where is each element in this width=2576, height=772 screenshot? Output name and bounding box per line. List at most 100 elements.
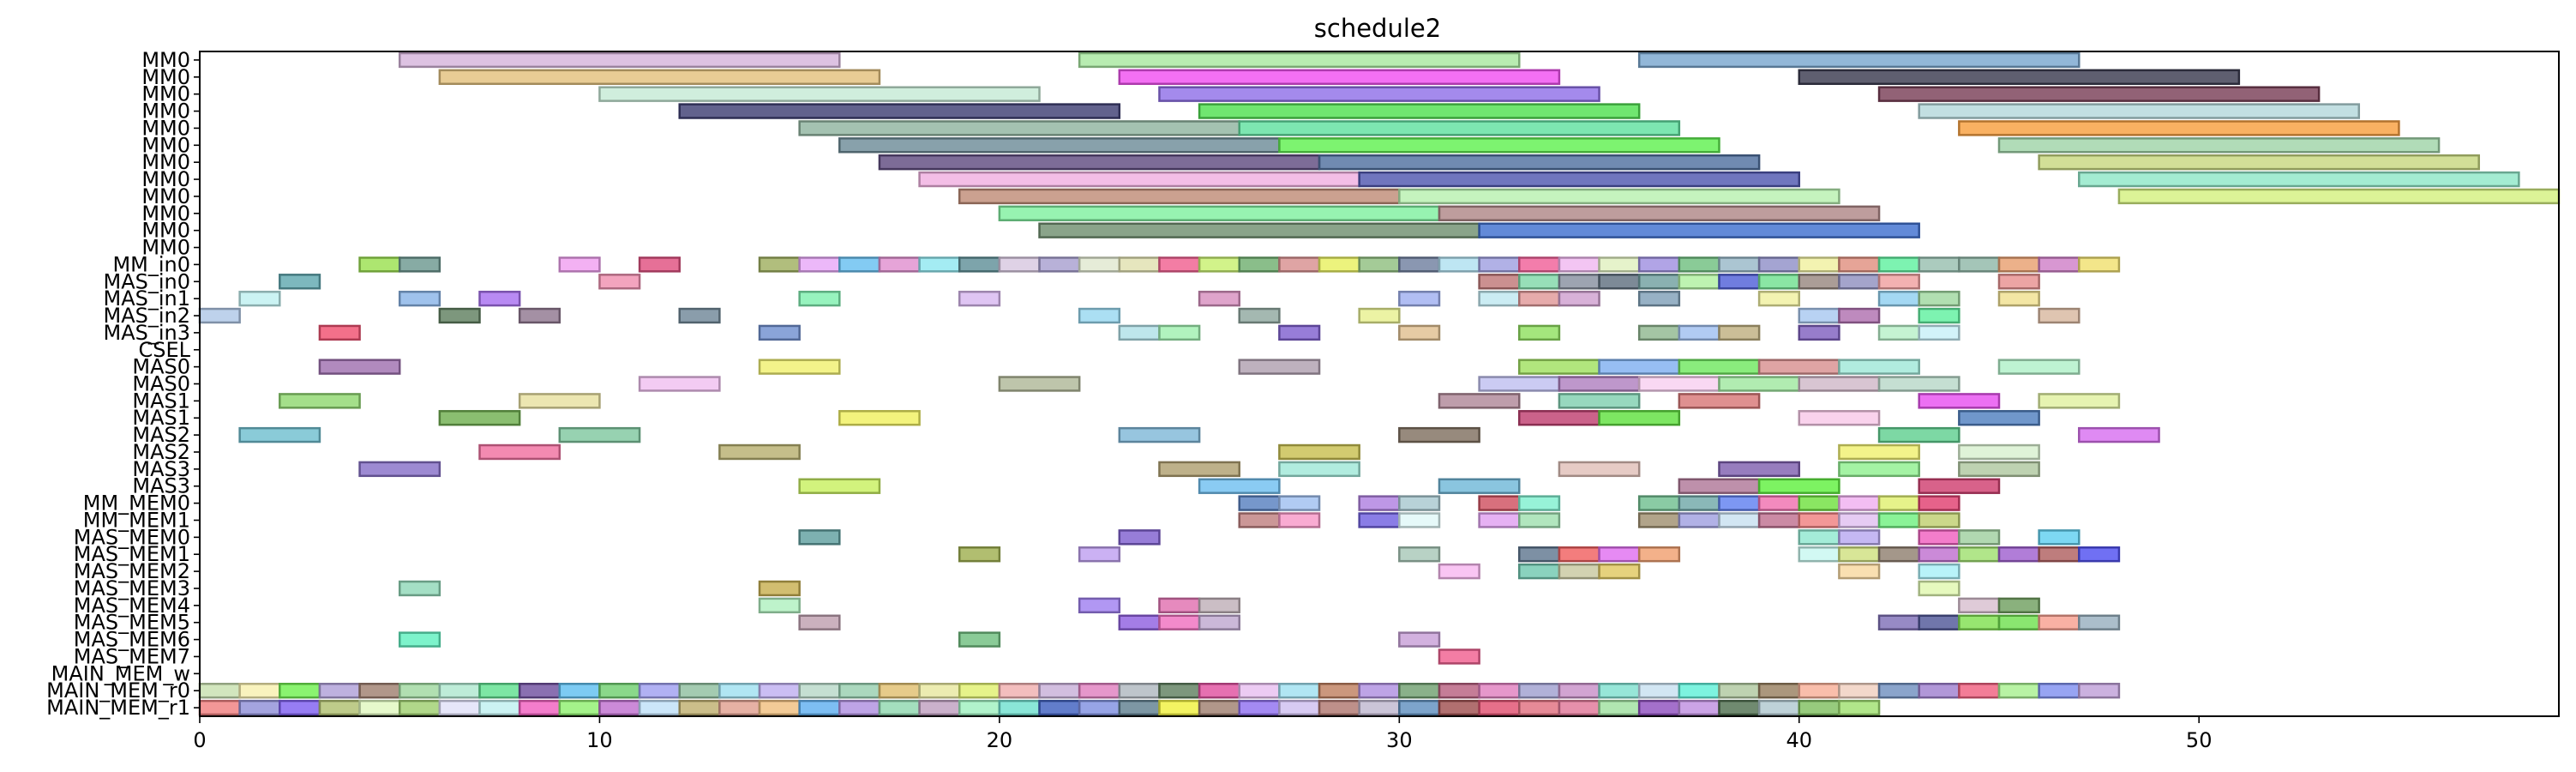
task-bar xyxy=(798,120,1240,136)
task-bar xyxy=(398,256,441,273)
task-bar xyxy=(1838,307,1881,324)
task-bar xyxy=(838,699,881,716)
task-bar xyxy=(1438,648,1480,665)
task-bar xyxy=(1398,256,1441,273)
task-bar xyxy=(1997,256,2040,273)
task-bar xyxy=(1518,274,1561,290)
task-bar xyxy=(1838,682,1881,699)
task-bar xyxy=(1278,256,1321,273)
plot-frame xyxy=(199,51,2560,717)
task-bar xyxy=(558,682,601,699)
task-bar xyxy=(1918,324,1961,341)
task-bar xyxy=(1877,376,1961,392)
task-bar xyxy=(1838,529,1881,546)
y-tick-label: MM0 xyxy=(141,184,190,208)
task-bar xyxy=(1118,682,1161,699)
task-bar xyxy=(1398,426,1480,443)
task-bar xyxy=(678,307,721,324)
task-bar xyxy=(1478,222,1920,238)
task-bar xyxy=(1637,699,1681,716)
task-bar xyxy=(1278,461,1360,478)
task-bar xyxy=(998,376,1081,392)
task-bar xyxy=(918,682,961,699)
task-bar xyxy=(1838,512,1881,528)
task-bar xyxy=(1598,699,1641,716)
task-bar xyxy=(1398,495,1441,511)
task-bar xyxy=(1478,699,1521,716)
task-bar xyxy=(318,682,361,699)
task-bar xyxy=(1877,546,1920,563)
task-bar xyxy=(1078,597,1121,614)
task-bar xyxy=(1798,324,1840,341)
task-bar xyxy=(1877,86,2321,102)
task-bar xyxy=(1038,222,1480,238)
task-bar xyxy=(1757,699,1801,716)
task-bar xyxy=(558,699,601,716)
x-tick-label: 30 xyxy=(1386,728,1413,752)
task-bar xyxy=(1558,699,1600,716)
y-tick-label: MM0 xyxy=(141,82,190,106)
task-bar xyxy=(1198,290,1240,307)
task-bar xyxy=(958,682,1001,699)
task-bar xyxy=(518,682,561,699)
task-bar xyxy=(1038,256,1081,273)
task-bar xyxy=(1997,274,2040,290)
y-tick-label: MAS_MEM7 xyxy=(74,644,190,668)
y-tick-label: MM0 xyxy=(141,100,190,124)
task-bar xyxy=(1918,393,2001,409)
task-bar xyxy=(958,290,1001,307)
task-bar xyxy=(1918,682,1961,699)
y-tick-label: MAS_in3 xyxy=(103,321,190,345)
task-bar xyxy=(1838,699,1881,716)
y-tick-label: MM0 xyxy=(141,219,190,243)
task-bar xyxy=(1757,512,1801,528)
task-bar xyxy=(1478,682,1521,699)
task-bar xyxy=(1918,478,2001,494)
task-bar xyxy=(1877,274,1920,290)
task-bar xyxy=(1518,359,1600,375)
task-bar xyxy=(758,580,801,597)
task-bar xyxy=(1718,682,1761,699)
task-bar xyxy=(1558,563,1600,580)
task-bar xyxy=(1318,256,1360,273)
task-bar xyxy=(1198,614,1240,630)
task-bar xyxy=(358,699,401,716)
task-bar xyxy=(1798,529,1840,546)
task-bar xyxy=(1637,290,1681,307)
task-bar xyxy=(1757,274,1801,290)
task-bar xyxy=(1958,682,2001,699)
task-bar xyxy=(1478,495,1521,511)
task-bar xyxy=(1918,614,1961,630)
task-bar xyxy=(478,443,561,461)
task-bar xyxy=(1438,478,1521,494)
task-bar xyxy=(1198,103,1641,119)
task-bar xyxy=(1598,359,1681,375)
task-bar xyxy=(598,682,641,699)
task-bar xyxy=(1678,393,1761,409)
task-bar xyxy=(1877,426,1961,443)
chart-title: schedule2 xyxy=(1314,14,1441,43)
task-bar xyxy=(1518,546,1561,563)
task-bar xyxy=(878,256,921,273)
task-bar xyxy=(1958,614,2001,630)
task-bar xyxy=(1997,682,2040,699)
task-bar xyxy=(1398,324,1441,341)
task-bar xyxy=(1757,290,1801,307)
task-bar xyxy=(1637,376,1720,392)
x-tick-label: 40 xyxy=(1786,728,1812,752)
task-bar xyxy=(1678,478,1761,494)
task-bar xyxy=(1798,682,1840,699)
task-bar xyxy=(2078,614,2121,630)
task-bar xyxy=(1558,546,1600,563)
task-bar xyxy=(1318,154,1761,171)
y-tick-label: MAS_MEM0 xyxy=(74,525,190,549)
task-bar xyxy=(238,699,281,716)
task-bar xyxy=(1158,86,1600,102)
task-bar xyxy=(1958,529,2001,546)
task-bar xyxy=(1918,546,1961,563)
task-bar xyxy=(1598,410,1681,426)
y-tick-label: MAIN_MEM_r1 xyxy=(46,696,190,720)
task-bar xyxy=(1798,274,1840,290)
task-bar xyxy=(1078,307,1121,324)
task-bar xyxy=(1398,682,1441,699)
